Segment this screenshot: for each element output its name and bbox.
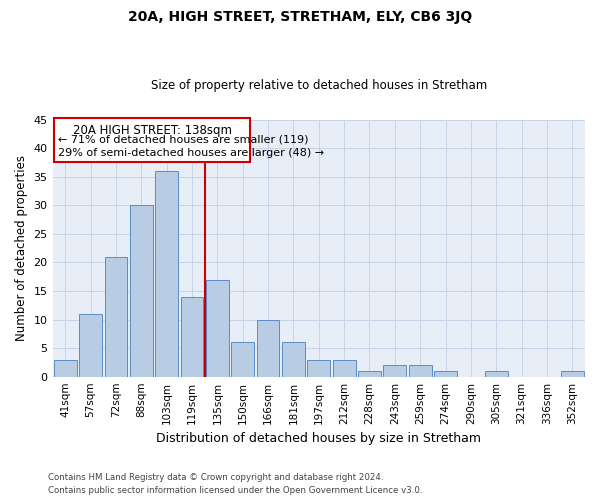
- Text: 20A HIGH STREET: 138sqm: 20A HIGH STREET: 138sqm: [73, 124, 232, 136]
- Bar: [231, 342, 254, 376]
- Bar: [181, 296, 203, 376]
- Text: 20A, HIGH STREET, STRETHAM, ELY, CB6 3JQ: 20A, HIGH STREET, STRETHAM, ELY, CB6 3JQ: [128, 10, 472, 24]
- Bar: [333, 360, 356, 376]
- FancyBboxPatch shape: [54, 118, 250, 162]
- Text: Contains HM Land Registry data © Crown copyright and database right 2024.
Contai: Contains HM Land Registry data © Crown c…: [48, 474, 422, 495]
- Bar: [282, 342, 305, 376]
- Bar: [409, 366, 431, 376]
- Bar: [79, 314, 102, 376]
- Text: ← 71% of detached houses are smaller (119): ← 71% of detached houses are smaller (11…: [58, 135, 308, 145]
- Bar: [307, 360, 330, 376]
- X-axis label: Distribution of detached houses by size in Stretham: Distribution of detached houses by size …: [156, 432, 481, 445]
- Bar: [485, 371, 508, 376]
- Title: Size of property relative to detached houses in Stretham: Size of property relative to detached ho…: [151, 79, 487, 92]
- Bar: [54, 360, 77, 376]
- Bar: [130, 206, 152, 376]
- Bar: [434, 371, 457, 376]
- Bar: [561, 371, 584, 376]
- Text: 29% of semi-detached houses are larger (48) →: 29% of semi-detached houses are larger (…: [58, 148, 324, 158]
- Bar: [358, 371, 381, 376]
- Bar: [155, 171, 178, 376]
- Y-axis label: Number of detached properties: Number of detached properties: [15, 155, 28, 341]
- Bar: [257, 320, 280, 376]
- Bar: [104, 256, 127, 376]
- Bar: [383, 366, 406, 376]
- Bar: [206, 280, 229, 376]
